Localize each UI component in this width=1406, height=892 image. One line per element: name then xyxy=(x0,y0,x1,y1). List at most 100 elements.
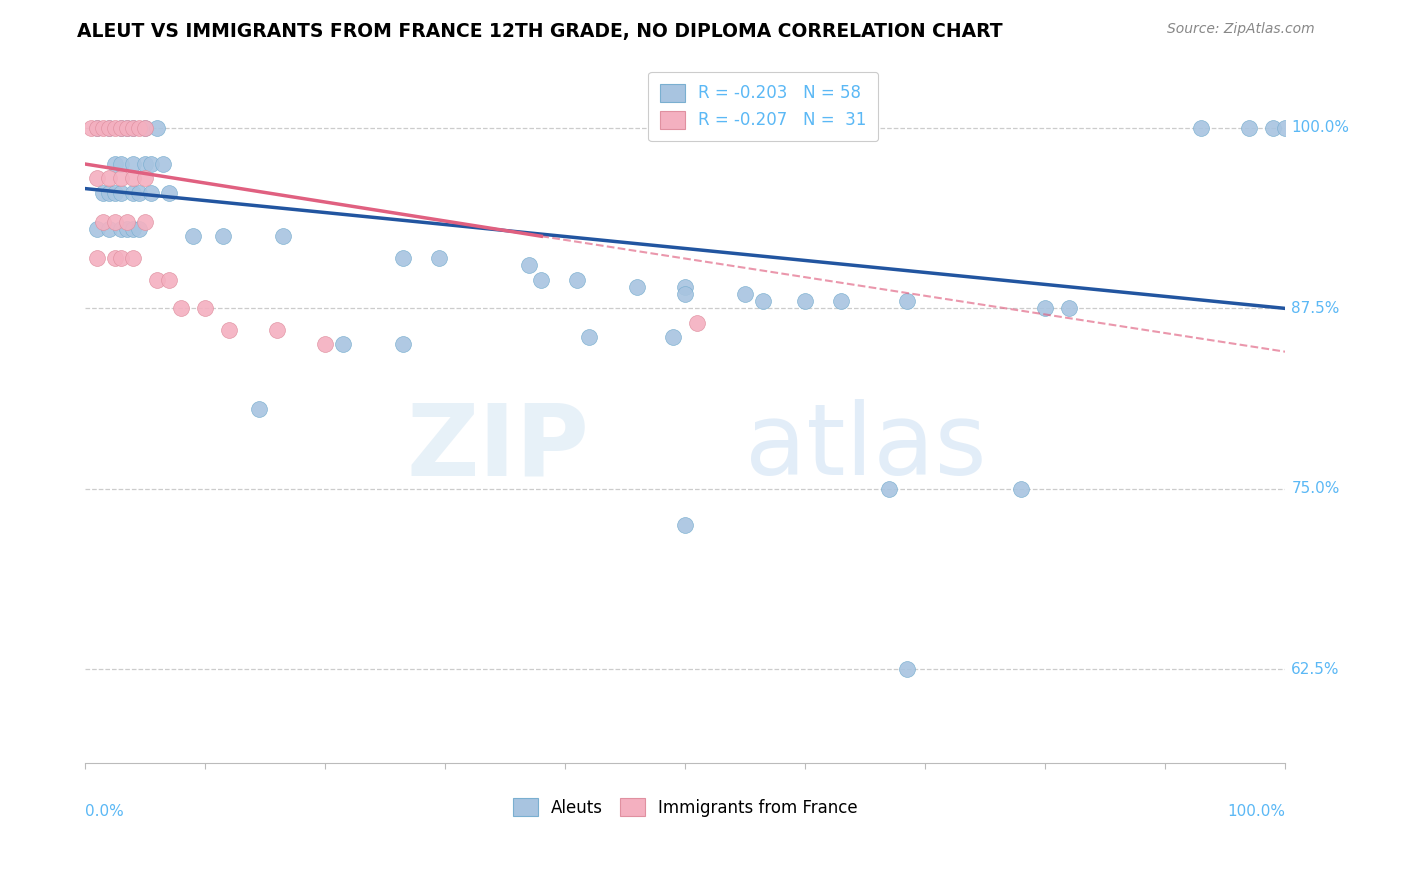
Point xyxy=(673,287,696,301)
Text: ZIP: ZIP xyxy=(406,400,589,496)
Point xyxy=(122,186,145,200)
Point xyxy=(392,251,415,265)
Point xyxy=(86,120,108,135)
Text: 75.0%: 75.0% xyxy=(1291,482,1340,496)
Point xyxy=(110,186,132,200)
Text: 87.5%: 87.5% xyxy=(1291,301,1340,316)
Point xyxy=(673,518,696,533)
Point xyxy=(80,120,103,135)
Point xyxy=(530,272,553,286)
Point xyxy=(128,222,150,236)
Point xyxy=(1274,120,1296,135)
Point xyxy=(578,330,600,344)
Point xyxy=(117,222,139,236)
Point xyxy=(122,222,145,236)
Point xyxy=(86,171,108,186)
Text: 62.5%: 62.5% xyxy=(1291,662,1340,677)
Point xyxy=(427,251,450,265)
Point xyxy=(98,120,121,135)
Point xyxy=(567,272,589,286)
Point xyxy=(134,157,156,171)
Point xyxy=(98,186,121,200)
Point xyxy=(86,120,108,135)
Point xyxy=(134,215,156,229)
Point xyxy=(146,272,169,286)
Point xyxy=(830,294,852,309)
Point xyxy=(1189,120,1212,135)
Point xyxy=(134,120,156,135)
Point xyxy=(218,323,240,337)
Point xyxy=(194,301,217,316)
Point xyxy=(104,251,127,265)
Text: ALEUT VS IMMIGRANTS FROM FRANCE 12TH GRADE, NO DIPLOMA CORRELATION CHART: ALEUT VS IMMIGRANTS FROM FRANCE 12TH GRA… xyxy=(77,22,1002,41)
Text: 100.0%: 100.0% xyxy=(1227,805,1285,819)
Text: atlas: atlas xyxy=(745,400,987,496)
Point xyxy=(273,229,295,244)
Point xyxy=(98,222,121,236)
Point xyxy=(98,171,121,186)
Legend: Aleuts, Immigrants from France: Aleuts, Immigrants from France xyxy=(506,791,865,823)
Point xyxy=(91,120,114,135)
Point xyxy=(212,229,235,244)
Point xyxy=(181,229,204,244)
Point xyxy=(122,251,145,265)
Text: 100.0%: 100.0% xyxy=(1291,120,1350,136)
Point xyxy=(86,222,108,236)
Point xyxy=(128,186,150,200)
Point xyxy=(110,222,132,236)
Point xyxy=(1010,482,1032,496)
Point xyxy=(98,120,121,135)
Point xyxy=(141,157,163,171)
Point xyxy=(104,157,127,171)
Point xyxy=(1033,301,1056,316)
Point xyxy=(794,294,817,309)
Point xyxy=(110,171,132,186)
Point xyxy=(86,251,108,265)
Point xyxy=(686,316,709,330)
Point xyxy=(146,120,169,135)
Point xyxy=(134,171,156,186)
Point xyxy=(896,294,918,309)
Point xyxy=(104,120,127,135)
Point xyxy=(117,215,139,229)
Point xyxy=(752,294,775,309)
Point xyxy=(247,402,270,417)
Point xyxy=(332,337,354,351)
Point xyxy=(734,287,756,301)
Point xyxy=(879,482,901,496)
Point xyxy=(110,120,132,135)
Point xyxy=(117,120,139,135)
Point xyxy=(91,215,114,229)
Point xyxy=(152,157,174,171)
Point xyxy=(104,186,127,200)
Point xyxy=(91,186,114,200)
Point xyxy=(128,120,150,135)
Point xyxy=(673,279,696,293)
Text: 0.0%: 0.0% xyxy=(86,805,124,819)
Point xyxy=(1059,301,1081,316)
Point xyxy=(104,215,127,229)
Point xyxy=(134,120,156,135)
Point xyxy=(110,120,132,135)
Point xyxy=(170,301,193,316)
Point xyxy=(141,186,163,200)
Point xyxy=(1263,120,1285,135)
Point xyxy=(117,120,139,135)
Point xyxy=(266,323,288,337)
Point xyxy=(157,272,180,286)
Point xyxy=(122,120,145,135)
Point xyxy=(896,662,918,676)
Point xyxy=(662,330,685,344)
Point xyxy=(122,171,145,186)
Point xyxy=(157,186,180,200)
Point xyxy=(110,251,132,265)
Point xyxy=(517,258,540,272)
Point xyxy=(110,157,132,171)
Point xyxy=(392,337,415,351)
Point xyxy=(122,120,145,135)
Text: Source: ZipAtlas.com: Source: ZipAtlas.com xyxy=(1167,22,1315,37)
Point xyxy=(1239,120,1261,135)
Point xyxy=(626,279,648,293)
Point xyxy=(122,157,145,171)
Point xyxy=(314,337,336,351)
